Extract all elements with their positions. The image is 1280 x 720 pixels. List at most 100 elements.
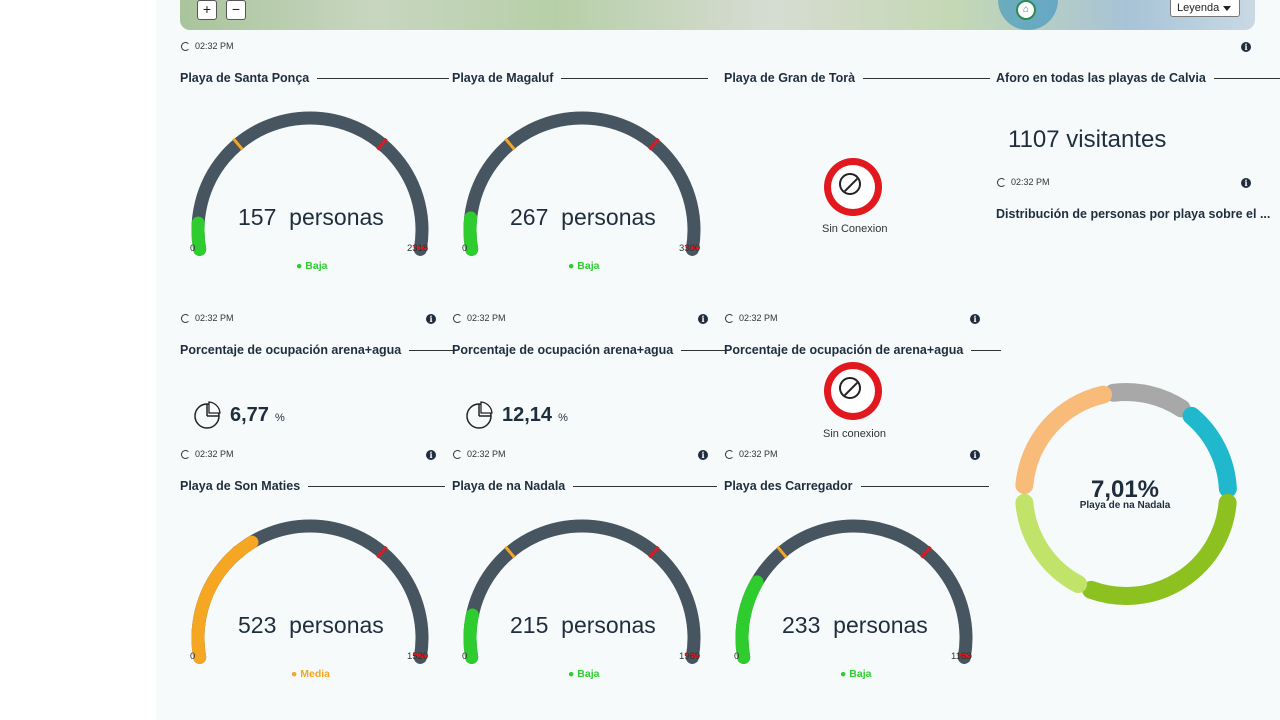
no-connection-icon <box>824 362 882 420</box>
refresh-icon <box>997 177 1006 187</box>
threshold-mark <box>413 652 428 659</box>
threshold-mark <box>504 545 516 559</box>
update-timestamp: 02:32 PM <box>725 449 778 459</box>
no-connection-label: Sin conexion <box>823 428 886 440</box>
caret-down-icon <box>1223 6 1231 11</box>
update-timestamp: 02:32 PM <box>181 41 234 51</box>
info-icon[interactable]: i <box>698 450 708 460</box>
refresh-icon <box>725 449 734 459</box>
info-icon[interactable]: i <box>426 450 436 460</box>
total-visitors: 1107 visitantes <box>1008 126 1167 153</box>
gauge-fill <box>463 211 479 256</box>
gauge-son-maties <box>191 519 429 664</box>
threshold-mark <box>413 244 428 251</box>
widget-title: Porcentaje de ocupación arena+agua <box>180 343 456 357</box>
info-icon[interactable]: i <box>970 314 980 324</box>
gauge-min: 0 <box>190 243 196 254</box>
threshold-mark <box>376 137 388 151</box>
occupancy-level: ● Media <box>291 668 331 680</box>
gauge-value: 233 personas <box>782 612 928 638</box>
donut-slice <box>1082 493 1237 605</box>
occupancy-level: ● Baja <box>840 668 872 680</box>
gauge-track <box>463 519 701 664</box>
threshold-mark <box>685 244 700 251</box>
occupancy-level: ● Baja <box>568 668 600 680</box>
gauge-magaluf <box>463 111 701 256</box>
pie-chart-icon <box>466 401 493 429</box>
info-icon[interactable]: i <box>1241 178 1251 188</box>
refresh-icon <box>181 41 190 51</box>
widget-title: Aforo en todas las playas de Calvia <box>996 71 1280 85</box>
threshold-mark <box>685 652 700 659</box>
gauge-min: 0 <box>734 651 740 662</box>
gauge-fill <box>463 608 479 664</box>
widget-title: Playa de na Nadala <box>452 479 718 493</box>
widget-title: Porcentaje de ocupación de arena+agua <box>724 343 1002 357</box>
gauge-max: 1520 <box>407 651 429 662</box>
refresh-icon <box>453 313 462 323</box>
beach-marker-icon: ⌂ <box>1016 0 1036 20</box>
update-timestamp: 02:32 PM <box>725 313 778 323</box>
pie-chart-icon <box>194 401 221 429</box>
update-timestamp: 02:32 PM <box>997 177 1050 187</box>
widget-title: Playa de Santa Ponça <box>180 71 450 85</box>
occupancy-percentage: 12,14% <box>502 404 568 426</box>
gauge-min: 0 <box>462 651 468 662</box>
refresh-icon <box>181 313 190 323</box>
info-icon[interactable]: i <box>426 314 436 324</box>
gauge-fill <box>735 575 764 664</box>
gauge-value: 523 personas <box>238 612 384 638</box>
threshold-mark <box>648 137 660 151</box>
legend-label: Leyenda <box>1177 2 1220 14</box>
legend-dropdown[interactable]: Leyenda <box>1170 0 1240 17</box>
occupancy-level: ● Baja <box>568 260 600 272</box>
refresh-icon <box>453 449 462 459</box>
gauge-min: 0 <box>190 651 196 662</box>
threshold-mark <box>920 545 932 559</box>
update-timestamp: 02:32 PM <box>181 313 234 323</box>
gauge-value: 215 personas <box>510 612 656 638</box>
refresh-icon <box>181 449 190 459</box>
threshold-mark <box>504 137 516 151</box>
no-connection-icon <box>824 158 882 216</box>
info-icon[interactable]: i <box>970 450 980 460</box>
update-timestamp: 02:32 PM <box>453 449 506 459</box>
donut-highlight-label: Playa de na Nadala <box>1079 500 1171 511</box>
info-icon[interactable]: i <box>1241 42 1251 52</box>
widget-title: Porcentaje de ocupación arena+agua <box>452 343 728 357</box>
gauge-track <box>191 111 429 256</box>
donut-slice <box>1015 493 1088 594</box>
zoom-out-button[interactable]: − <box>226 0 246 20</box>
threshold-mark <box>232 545 244 559</box>
gauge-min: 0 <box>462 243 468 254</box>
occupancy-level: ● Baja <box>296 260 328 272</box>
donut-slice <box>1104 383 1191 418</box>
widget-title: Distribución de personas por playa sobre… <box>996 207 1271 221</box>
zoom-in-button[interactable]: + <box>197 0 217 20</box>
refresh-icon <box>725 313 734 323</box>
threshold-mark <box>648 545 660 559</box>
donut-slice <box>1182 406 1237 498</box>
gauge-track <box>463 111 701 256</box>
gauge-max: 2318 <box>407 243 429 254</box>
no-connection-label: Sin Conexion <box>822 223 888 235</box>
gauge-carregador <box>735 519 973 664</box>
info-icon[interactable]: i <box>698 314 708 324</box>
gauge-value: 157 personas <box>238 204 384 230</box>
widget-title: Playa de Gran de Torà <box>724 71 991 85</box>
update-timestamp: 02:32 PM <box>453 313 506 323</box>
gauge-santa-ponca <box>191 111 429 256</box>
donut-highlight-value: 7,01% <box>1090 476 1160 503</box>
gauge-max: 1163 <box>951 651 972 662</box>
distribution-donut-chart[interactable] <box>1008 376 1244 612</box>
gauge-fill <box>191 216 207 256</box>
gauge-fill <box>191 535 259 664</box>
threshold-mark <box>232 137 244 151</box>
gauge-max: 3300 <box>679 243 701 254</box>
widget-title: Playa des Carregador <box>724 479 989 493</box>
gauge-value: 267 personas <box>510 204 656 230</box>
update-timestamp: 02:32 PM <box>181 449 234 459</box>
occupancy-percentage: 6,77% <box>230 404 285 426</box>
map-view[interactable] <box>180 0 1255 30</box>
threshold-mark <box>776 545 788 559</box>
